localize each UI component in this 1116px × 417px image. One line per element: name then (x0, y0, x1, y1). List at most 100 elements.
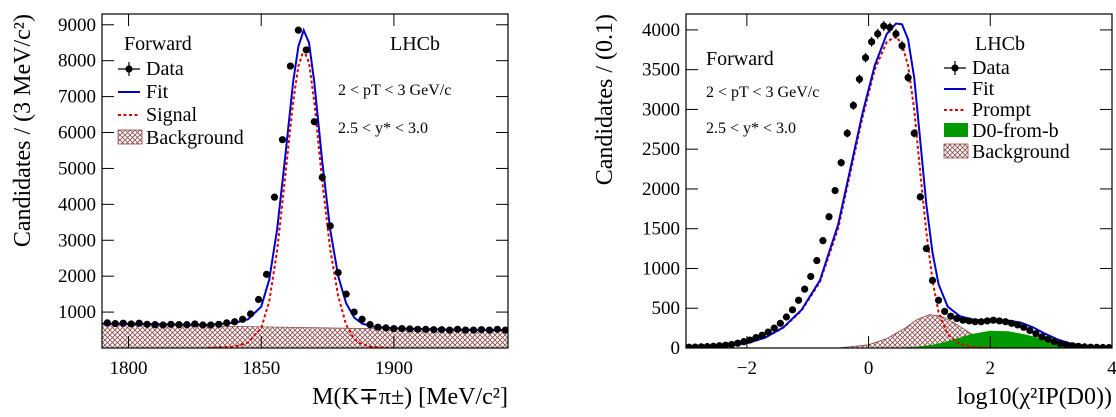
data-point (406, 325, 414, 333)
data-point (916, 193, 924, 201)
data-point (959, 316, 967, 324)
data-point (1074, 342, 1083, 348)
data-point (310, 118, 318, 126)
x-tick-label: 2 (986, 358, 996, 379)
data-point (135, 319, 143, 327)
data-point (414, 325, 422, 333)
data-point (199, 321, 207, 329)
data-point (231, 318, 239, 326)
data-point (191, 320, 199, 328)
data-point (1050, 338, 1058, 346)
x-tick-label: 4 (1107, 358, 1116, 379)
data-point (1014, 321, 1022, 329)
x-tick-label: 0 (864, 358, 874, 379)
y-tick-label: 2000 (642, 179, 680, 200)
data-point (880, 22, 888, 30)
y-axis-title: Candidates / (0.1) (592, 14, 618, 185)
y-tick-label: 1000 (642, 258, 680, 279)
pt-range-label: 2 < pT < 3 GeV/c (706, 84, 819, 101)
data-point (697, 343, 705, 348)
y-tick-label: 8000 (58, 51, 96, 72)
data-point (886, 23, 894, 32)
data-point (446, 326, 454, 334)
data-point (366, 321, 374, 329)
data-point (947, 312, 955, 320)
data-point (143, 320, 151, 328)
data-point (898, 42, 906, 50)
chart-panel-1: 1800 1850 1900 1000 2000 3000 4000 5000 6000 7000… (10, 13, 509, 410)
legend-label: Fit (146, 81, 169, 103)
data-point (1001, 318, 1010, 326)
data-point (374, 323, 382, 331)
data-point (904, 74, 912, 82)
data-point (1020, 323, 1028, 331)
plot-frame (685, 13, 1113, 349)
y-tick-label: 1500 (642, 219, 680, 240)
data-point (691, 343, 699, 348)
data-point (382, 324, 390, 332)
data-point (239, 315, 247, 323)
y-tick-label: 7000 (58, 87, 96, 108)
plot-area (102, 26, 508, 348)
legend-label: Signal (146, 104, 198, 126)
data-point (262, 270, 271, 278)
data-point (1032, 330, 1040, 338)
legend-entry: Fit (944, 78, 995, 100)
data-point (215, 320, 223, 328)
data-point (501, 326, 508, 334)
data-point (971, 318, 979, 326)
data-point (728, 340, 736, 348)
legend-label: Background (146, 127, 244, 149)
data-point (342, 290, 350, 298)
data-point (430, 326, 438, 334)
data-point (294, 26, 302, 34)
legend-background-swatch (117, 129, 143, 145)
region-label: Forward (124, 33, 192, 55)
data-point (223, 319, 231, 327)
data-point (837, 159, 845, 167)
data-point (1026, 326, 1034, 335)
data-point (892, 30, 900, 38)
y-tick-label: 3000 (642, 99, 680, 120)
data-point (1081, 343, 1089, 348)
data-point (318, 173, 326, 182)
data-point (175, 321, 183, 329)
legend-entry: Signal (118, 104, 198, 126)
plot-area (686, 20, 1112, 348)
data-point (119, 319, 127, 327)
chart-panel-2: −2 0 2 4 0 500 1000 1500 2000 2500 3000 3500 4000 log… (592, 13, 1116, 410)
data-point (1068, 342, 1077, 348)
data-point (1044, 335, 1052, 343)
legend-entry: Data (944, 57, 1010, 79)
data-point (1062, 341, 1070, 348)
legend-data-marker (125, 65, 133, 73)
pt-range-label: 2 < pT < 3 GeV/c (338, 82, 451, 99)
y-tick-label: 3000 (58, 230, 96, 251)
data-point (965, 317, 973, 325)
y-tick-label: 5000 (58, 158, 96, 179)
data-point (390, 325, 398, 333)
data-point (983, 317, 991, 325)
y-tick-label: 2000 (58, 266, 96, 287)
data-point (286, 62, 295, 70)
data-point (788, 306, 797, 314)
data-point (928, 276, 937, 285)
data-point (770, 324, 778, 332)
data-point (989, 316, 997, 324)
rapidity-range-label: 2.5 < y* < 3.0 (338, 120, 428, 137)
data-point (752, 334, 760, 342)
data-point (438, 326, 446, 334)
data-point (801, 285, 809, 293)
data-point (111, 319, 119, 328)
data-point (703, 342, 711, 348)
x-axis-title: log10(χ²IP(D0)) (957, 384, 1112, 410)
data-point (922, 244, 930, 253)
legend-label: Background (972, 141, 1070, 163)
data-point (734, 339, 742, 347)
data-point (843, 129, 851, 137)
data-point (453, 325, 462, 333)
data-point (1087, 343, 1095, 348)
legend-background-swatch (943, 143, 969, 159)
data-point (825, 213, 833, 221)
plot-frame (101, 13, 509, 349)
